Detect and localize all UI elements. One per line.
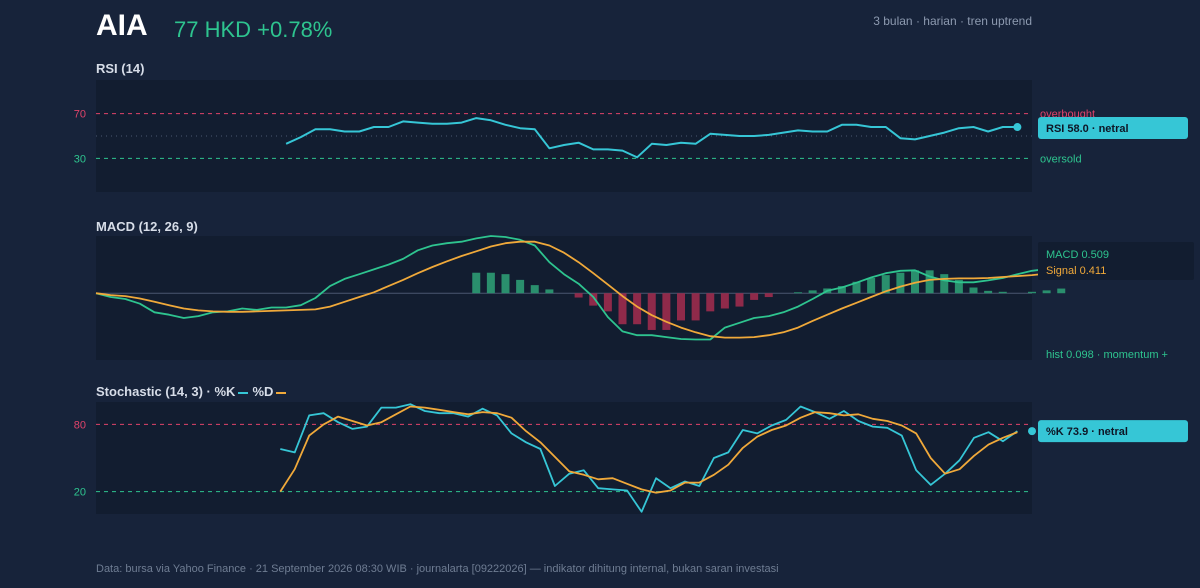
macd-hist-bar xyxy=(881,275,890,294)
macd-hist-bar xyxy=(1028,291,1036,294)
macd-legend-macd: MACD 0.509 xyxy=(1046,249,1109,261)
d-legend-swatch xyxy=(276,391,287,394)
macd-hist-bar xyxy=(647,293,656,330)
macd-hist-bar xyxy=(530,285,539,294)
macd-line-signal xyxy=(95,240,1047,339)
price-change: 77 HKD +0.78% xyxy=(174,17,333,42)
chart-meta: 3 bulan · harian · tren uptrend xyxy=(873,14,1032,28)
macd-panel xyxy=(96,236,1032,360)
stoch-title-text: Stochastic (14, 3) · %K xyxy=(96,384,236,399)
stoch-tick-80: 80 xyxy=(74,419,86,431)
rsi-title: RSI (14) xyxy=(96,61,145,76)
macd-hist-bar xyxy=(969,287,978,294)
stoch-label-box xyxy=(1038,420,1188,443)
macd-hist-bar xyxy=(677,293,685,321)
macd-hist-bar xyxy=(472,272,481,294)
k-legend-swatch xyxy=(238,391,249,394)
macd-hist-bar xyxy=(998,291,1007,294)
rsi-line xyxy=(285,117,1018,159)
stoch-line-d xyxy=(279,405,1018,494)
macd-hist-bar xyxy=(486,272,495,294)
rsi-ref-label-oversold: oversold xyxy=(1040,153,1082,165)
macd-hist-bar xyxy=(516,279,525,294)
macd-hist-bar xyxy=(808,290,817,294)
macd-hist-bar xyxy=(720,293,729,309)
stoch-line-k xyxy=(280,403,1018,513)
macd-hist-bar xyxy=(545,289,554,294)
ticker-symbol: AIA xyxy=(96,9,148,42)
macd-hist-bar xyxy=(662,293,671,330)
rsi-label-text: RSI 58.0 · netral xyxy=(1046,123,1129,135)
macd-hist-bar xyxy=(633,293,642,325)
macd-hist-bar xyxy=(1042,290,1051,294)
stoch-label-text: %K 73.9 · netral xyxy=(1046,426,1128,438)
macd-legend-box xyxy=(1038,242,1194,280)
macd-hist-bar xyxy=(940,274,949,294)
macd-hist-bar xyxy=(706,293,715,312)
macd-hist-bar xyxy=(1057,288,1066,294)
footer-note: Data: bursa via Yahoo Finance · 21 Septe… xyxy=(96,563,779,575)
macd-hist-bar xyxy=(954,279,963,294)
macd-hist-bar xyxy=(925,270,934,294)
macd-title: MACD (12, 26, 9) xyxy=(96,219,198,234)
macd-hist-bar xyxy=(794,292,802,294)
stoch-panel xyxy=(96,402,1032,514)
rsi-tick-30: 30 xyxy=(74,153,86,165)
macd-legend-signal: Signal 0.411 xyxy=(1046,265,1106,277)
macd-hist-bar xyxy=(589,293,598,306)
stoch-last-point xyxy=(1028,427,1036,436)
macd-hist-bar xyxy=(764,293,773,298)
stoch-title-d: %D xyxy=(252,384,274,399)
macd-hist-bar xyxy=(735,293,744,307)
rsi-last-point xyxy=(1013,123,1022,132)
macd-hist-label: hist 0.098 · momentum + xyxy=(1046,349,1168,361)
rsi-label-box xyxy=(1038,117,1188,140)
macd-hist-bar xyxy=(574,293,583,298)
macd-hist-bar xyxy=(837,286,846,294)
macd-hist-bar xyxy=(867,277,876,294)
macd-line-macd xyxy=(95,235,1047,341)
macd-hist-bar xyxy=(618,293,627,325)
macd-hist-bar xyxy=(501,274,510,294)
macd-hist-bar xyxy=(603,293,612,312)
rsi-tick-70: 70 xyxy=(74,109,86,121)
stoch-tick-20: 20 xyxy=(74,487,86,499)
macd-hist-bar xyxy=(852,281,861,294)
macd-hist-bar xyxy=(691,293,700,321)
macd-hist-bar xyxy=(750,293,759,300)
stoch-title: Stochastic (14, 3) · %K %D xyxy=(96,384,290,399)
macd-hist-bar xyxy=(984,290,993,294)
macd-hist-bar xyxy=(896,272,905,294)
